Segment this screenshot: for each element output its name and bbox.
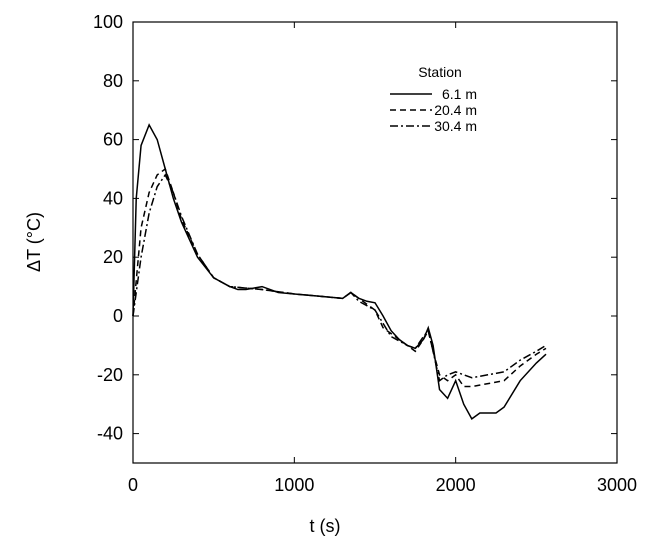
plot-frame: [132, 21, 618, 464]
series-line: [132, 173, 547, 382]
y-axis-label: ΔT (°C): [24, 212, 44, 272]
y-tick-label: 0: [113, 306, 123, 326]
series-line: [132, 123, 547, 421]
y-tick-label: 40: [103, 188, 123, 208]
legend-title: Station: [418, 64, 462, 80]
y-tick-label: 80: [103, 71, 123, 91]
legend-label: 20.4 m: [434, 102, 477, 118]
x-tick-label: 2000: [436, 475, 476, 495]
y-tick-label: -20: [97, 365, 123, 385]
y-tick-label: 20: [103, 247, 123, 267]
legend-label: 30.4 m: [434, 118, 477, 134]
y-tick-label: 60: [103, 130, 123, 150]
y-tick-label: 100: [93, 12, 123, 32]
legend-label: 6.1 m: [442, 86, 477, 102]
y-tick-label: -40: [97, 424, 123, 444]
x-tick-label: 3000: [597, 475, 637, 495]
x-axis-label: t (s): [310, 516, 341, 536]
series-line: [132, 167, 547, 388]
x-tick-label: 1000: [274, 475, 314, 495]
x-tick-label: 0: [128, 475, 138, 495]
legend: Station 6.1 m20.4 m30.4 m: [390, 64, 477, 134]
